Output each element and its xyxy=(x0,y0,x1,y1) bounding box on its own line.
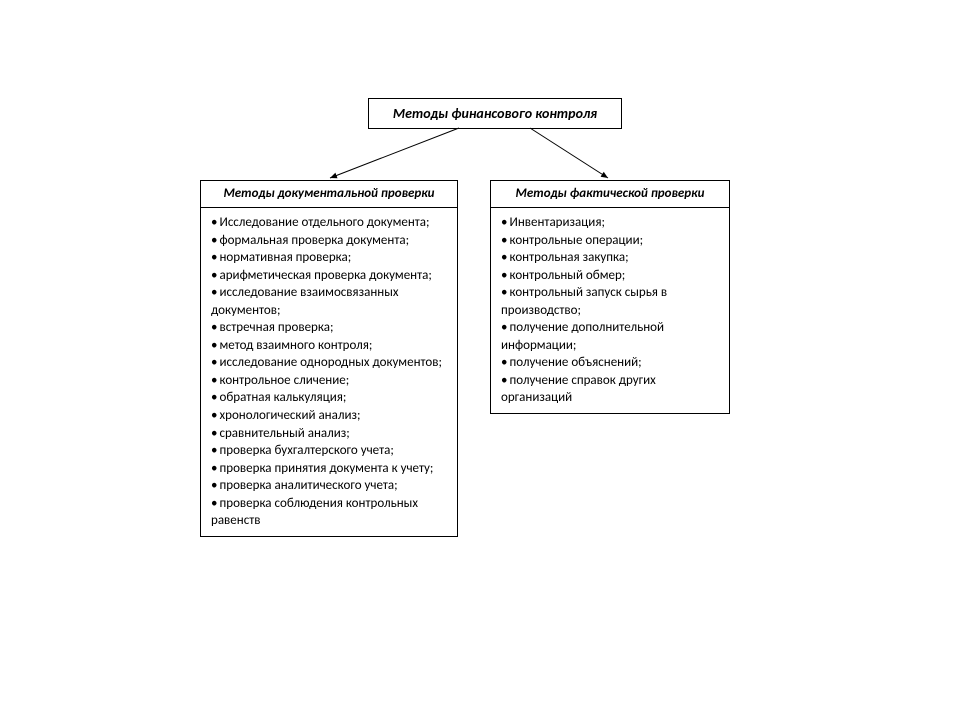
branch-header: Методы фактической проверки xyxy=(490,180,730,208)
list-item: арифметическая проверка документа; xyxy=(211,267,447,285)
branch-body: Исследование отдельного документа;формал… xyxy=(200,208,458,537)
root-label: Методы финансового контроля xyxy=(393,105,597,122)
list-item: обратная калькуляция; xyxy=(211,389,447,407)
list-item: нормативная проверка; xyxy=(211,249,447,267)
list-item: контрольная закупка; xyxy=(501,249,719,267)
list-item: проверка принятия документа к учету; xyxy=(211,460,447,478)
root-node: Методы финансового контроля xyxy=(368,98,622,129)
list-item: контрольное сличение; xyxy=(211,372,447,390)
list-item: контрольный обмер; xyxy=(501,267,719,285)
arrow xyxy=(330,128,459,178)
list-item: сравнительный анализ; xyxy=(211,425,447,443)
list-item: встречная проверка; xyxy=(211,319,447,337)
branch-header-label: Методы документальной проверки xyxy=(223,186,434,201)
arrow xyxy=(530,128,608,178)
list-item: получение объяснений; xyxy=(501,354,719,372)
list-item: исследование однородных документов; xyxy=(211,354,447,372)
branch-body: Инвентаризация;контрольные операции;конт… xyxy=(490,208,730,414)
list-item: исследование взаимосвязанных документов; xyxy=(211,284,447,319)
list-item: метод взаимного контроля; xyxy=(211,337,447,355)
list-item: проверка соблюдения контрольных равенств xyxy=(211,495,447,530)
list-item: проверка бухгалтерского учета; xyxy=(211,442,447,460)
branch-header: Методы документальной проверки xyxy=(200,180,458,208)
list-item: формальная проверка документа; xyxy=(211,232,447,250)
list-item: хронологический анализ; xyxy=(211,407,447,425)
list-item: получение дополнительной информации; xyxy=(501,319,719,354)
list-item: проверка аналитического учета; xyxy=(211,477,447,495)
list-item: получение справок других организаций xyxy=(501,372,719,407)
branch-header-label: Методы фактической проверки xyxy=(516,186,705,201)
list-item: Исследование отдельного документа; xyxy=(211,214,447,232)
list-item: контрольный запуск сырья в производство; xyxy=(501,284,719,319)
list-item: контрольные операции; xyxy=(501,232,719,250)
list-item: Инвентаризация; xyxy=(501,214,719,232)
